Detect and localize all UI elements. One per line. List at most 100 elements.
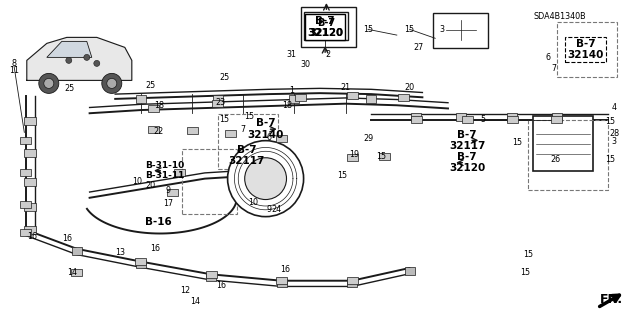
Bar xyxy=(346,154,358,161)
Text: 32120: 32120 xyxy=(310,28,343,38)
Text: 4: 4 xyxy=(612,103,617,112)
Bar xyxy=(507,113,517,121)
Text: 19: 19 xyxy=(349,150,360,159)
Bar xyxy=(24,117,36,125)
Bar xyxy=(205,271,217,278)
Bar xyxy=(186,127,198,134)
Bar xyxy=(346,92,358,99)
Bar xyxy=(167,189,179,197)
Text: 15: 15 xyxy=(363,25,373,34)
Text: 15: 15 xyxy=(337,171,348,180)
Circle shape xyxy=(228,141,303,217)
Text: 1: 1 xyxy=(289,86,294,95)
Bar xyxy=(173,169,185,176)
Text: 14: 14 xyxy=(190,297,200,306)
Bar xyxy=(212,100,223,107)
Text: 10: 10 xyxy=(132,177,143,186)
Text: 15: 15 xyxy=(376,152,386,161)
Text: 16: 16 xyxy=(62,234,72,243)
Bar xyxy=(456,113,466,121)
Bar xyxy=(206,273,216,281)
Text: 18: 18 xyxy=(154,101,164,110)
Bar xyxy=(225,130,236,137)
Text: 29: 29 xyxy=(363,134,373,143)
Text: 3: 3 xyxy=(439,25,444,34)
Text: 9: 9 xyxy=(165,186,170,195)
Bar xyxy=(378,153,390,160)
Text: 16: 16 xyxy=(150,244,160,253)
Text: 14: 14 xyxy=(67,268,77,277)
Text: 18: 18 xyxy=(282,101,292,110)
Text: 20: 20 xyxy=(404,83,415,92)
Text: 11: 11 xyxy=(9,66,19,75)
Bar xyxy=(20,137,31,144)
Bar xyxy=(295,94,307,101)
Text: SDA4B1340B: SDA4B1340B xyxy=(534,12,586,21)
Bar xyxy=(461,116,473,123)
Bar xyxy=(135,258,147,265)
Bar xyxy=(71,269,83,276)
Bar xyxy=(72,247,82,256)
Circle shape xyxy=(107,78,117,88)
Text: 27: 27 xyxy=(413,43,424,52)
Text: 13: 13 xyxy=(115,248,125,256)
Bar xyxy=(411,113,421,121)
Text: 25: 25 xyxy=(145,81,156,90)
Bar xyxy=(404,266,415,275)
Text: 5: 5 xyxy=(481,115,486,124)
Circle shape xyxy=(66,57,72,63)
Bar xyxy=(533,116,593,171)
Bar xyxy=(182,149,237,214)
Bar xyxy=(347,279,357,287)
Text: 25: 25 xyxy=(219,73,229,82)
Text: 7: 7 xyxy=(551,64,556,73)
Circle shape xyxy=(84,55,90,60)
Circle shape xyxy=(44,78,54,88)
Bar xyxy=(506,116,518,123)
Bar xyxy=(136,260,146,268)
Text: B-7: B-7 xyxy=(317,18,335,28)
Text: 15: 15 xyxy=(512,138,522,147)
Circle shape xyxy=(39,73,59,93)
Text: B-7
32140: B-7 32140 xyxy=(568,39,604,60)
Text: 16: 16 xyxy=(216,281,226,290)
Bar xyxy=(301,7,356,47)
Bar xyxy=(276,279,287,287)
Text: 6: 6 xyxy=(546,53,551,62)
Text: 15: 15 xyxy=(605,117,615,126)
Text: 21: 21 xyxy=(340,83,351,92)
Text: B-7
32117: B-7 32117 xyxy=(228,145,264,167)
Bar xyxy=(366,95,376,103)
Text: 6: 6 xyxy=(266,133,271,142)
Text: 22: 22 xyxy=(154,127,164,136)
Bar xyxy=(24,203,36,211)
Text: 31: 31 xyxy=(286,50,296,59)
Text: 15: 15 xyxy=(404,25,415,34)
Polygon shape xyxy=(27,37,132,80)
Bar xyxy=(20,229,31,236)
Text: 24: 24 xyxy=(271,205,282,214)
Bar xyxy=(346,277,358,284)
Text: 3: 3 xyxy=(612,137,617,146)
Text: B-7
32117: B-7 32117 xyxy=(449,130,485,151)
Bar xyxy=(148,126,159,133)
Text: 7: 7 xyxy=(241,125,246,134)
Text: 15: 15 xyxy=(523,250,533,259)
Bar xyxy=(528,120,608,190)
Polygon shape xyxy=(47,41,92,57)
Text: B-7
32140: B-7 32140 xyxy=(248,118,284,140)
Bar xyxy=(20,201,31,208)
Text: 15: 15 xyxy=(605,155,615,164)
Text: 15: 15 xyxy=(520,268,530,277)
Bar xyxy=(24,149,36,157)
Text: B-7
32120: B-7 32120 xyxy=(449,152,485,174)
Bar xyxy=(410,116,422,123)
Bar xyxy=(276,135,287,142)
Bar xyxy=(24,226,36,234)
Text: FR.: FR. xyxy=(600,293,623,306)
Text: 15: 15 xyxy=(244,112,255,121)
Bar xyxy=(557,22,617,77)
Text: 8: 8 xyxy=(12,59,17,68)
Text: 23: 23 xyxy=(216,98,226,107)
Bar xyxy=(433,13,488,48)
